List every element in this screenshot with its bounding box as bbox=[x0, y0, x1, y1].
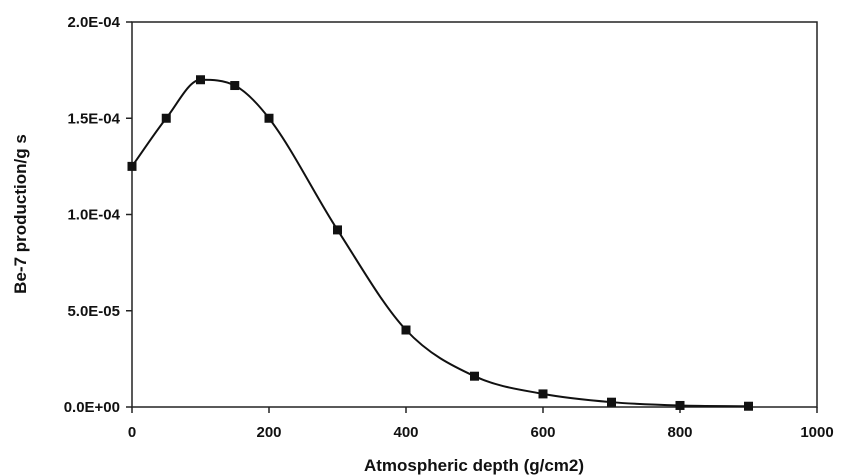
data-point-marker bbox=[161, 113, 171, 123]
x-tick-label: 1000 bbox=[800, 424, 833, 441]
plot-area-frame bbox=[131, 21, 818, 408]
data-point-marker bbox=[127, 161, 137, 171]
x-axis-title: Atmospheric depth (g/cm2) bbox=[364, 456, 584, 475]
data-point-marker bbox=[470, 371, 479, 381]
data-point-marker bbox=[675, 400, 685, 410]
y-tick-label: 2.0E-04 bbox=[67, 14, 120, 31]
y-tick-label: 1.5E-04 bbox=[67, 110, 120, 127]
x-axis-ticks bbox=[131, 407, 818, 413]
x-axis-tick-labels: 0 200 400 600 800 1000 bbox=[128, 424, 834, 441]
series-markers bbox=[127, 75, 753, 411]
y-axis-title: Be-7 production/g s bbox=[11, 134, 30, 294]
x-tick-label: 0 bbox=[128, 424, 136, 441]
x-tick-label: 400 bbox=[393, 424, 418, 441]
x-tick-label: 200 bbox=[256, 424, 281, 441]
data-point-marker bbox=[401, 325, 411, 335]
y-tick-label: 1.0E-04 bbox=[67, 207, 120, 224]
y-tick-label: 0.0E+00 bbox=[64, 399, 120, 416]
data-point-marker bbox=[230, 81, 240, 91]
data-point-marker bbox=[196, 75, 205, 85]
y-axis-ticks bbox=[126, 21, 132, 408]
x-tick-label: 600 bbox=[530, 424, 555, 441]
y-axis-tick-labels: 0.0E+00 5.0E-05 1.0E-04 1.5E-04 2.0E-04 bbox=[64, 14, 121, 416]
y-tick-label: 5.0E-05 bbox=[67, 303, 120, 320]
data-point-marker bbox=[744, 401, 753, 411]
data-point-marker bbox=[538, 389, 548, 399]
data-point-marker bbox=[264, 113, 274, 123]
x-tick-label: 800 bbox=[667, 424, 692, 441]
data-point-marker bbox=[607, 397, 616, 407]
data-point-marker bbox=[333, 225, 342, 235]
